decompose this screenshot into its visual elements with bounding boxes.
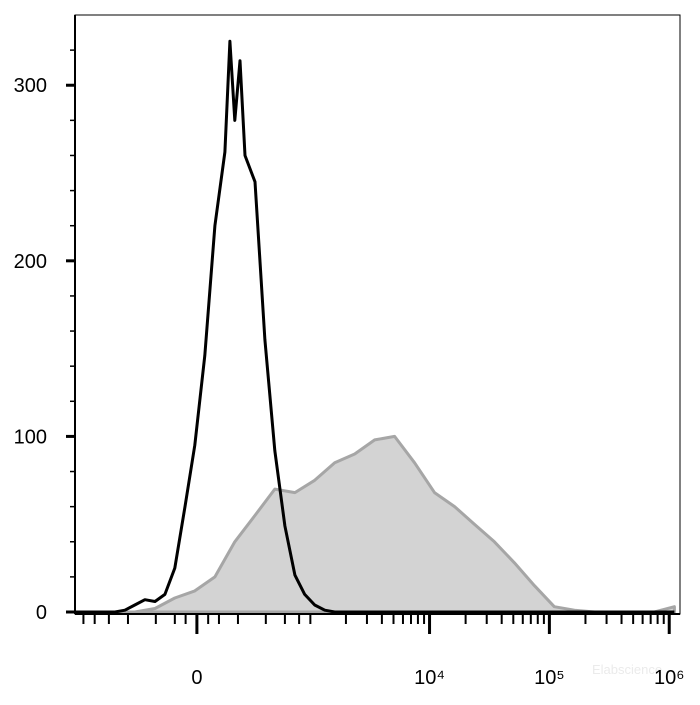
histogram-area	[73, 434, 676, 614]
x-tick-label: 10⁵	[534, 667, 565, 689]
y-tick-label: 100	[14, 426, 47, 448]
plot-area	[73, 39, 676, 614]
x-tick-label: 10⁴	[414, 667, 445, 689]
y-tick-label: 200	[14, 251, 47, 273]
y-tick-label: 300	[14, 75, 47, 97]
x-tick-label: 10⁶	[654, 667, 684, 689]
y-tick-label: 0	[36, 602, 47, 624]
x-tick-label: 0	[191, 667, 202, 689]
watermark: Elabscience	[592, 662, 662, 677]
histogram-line	[75, 39, 675, 614]
